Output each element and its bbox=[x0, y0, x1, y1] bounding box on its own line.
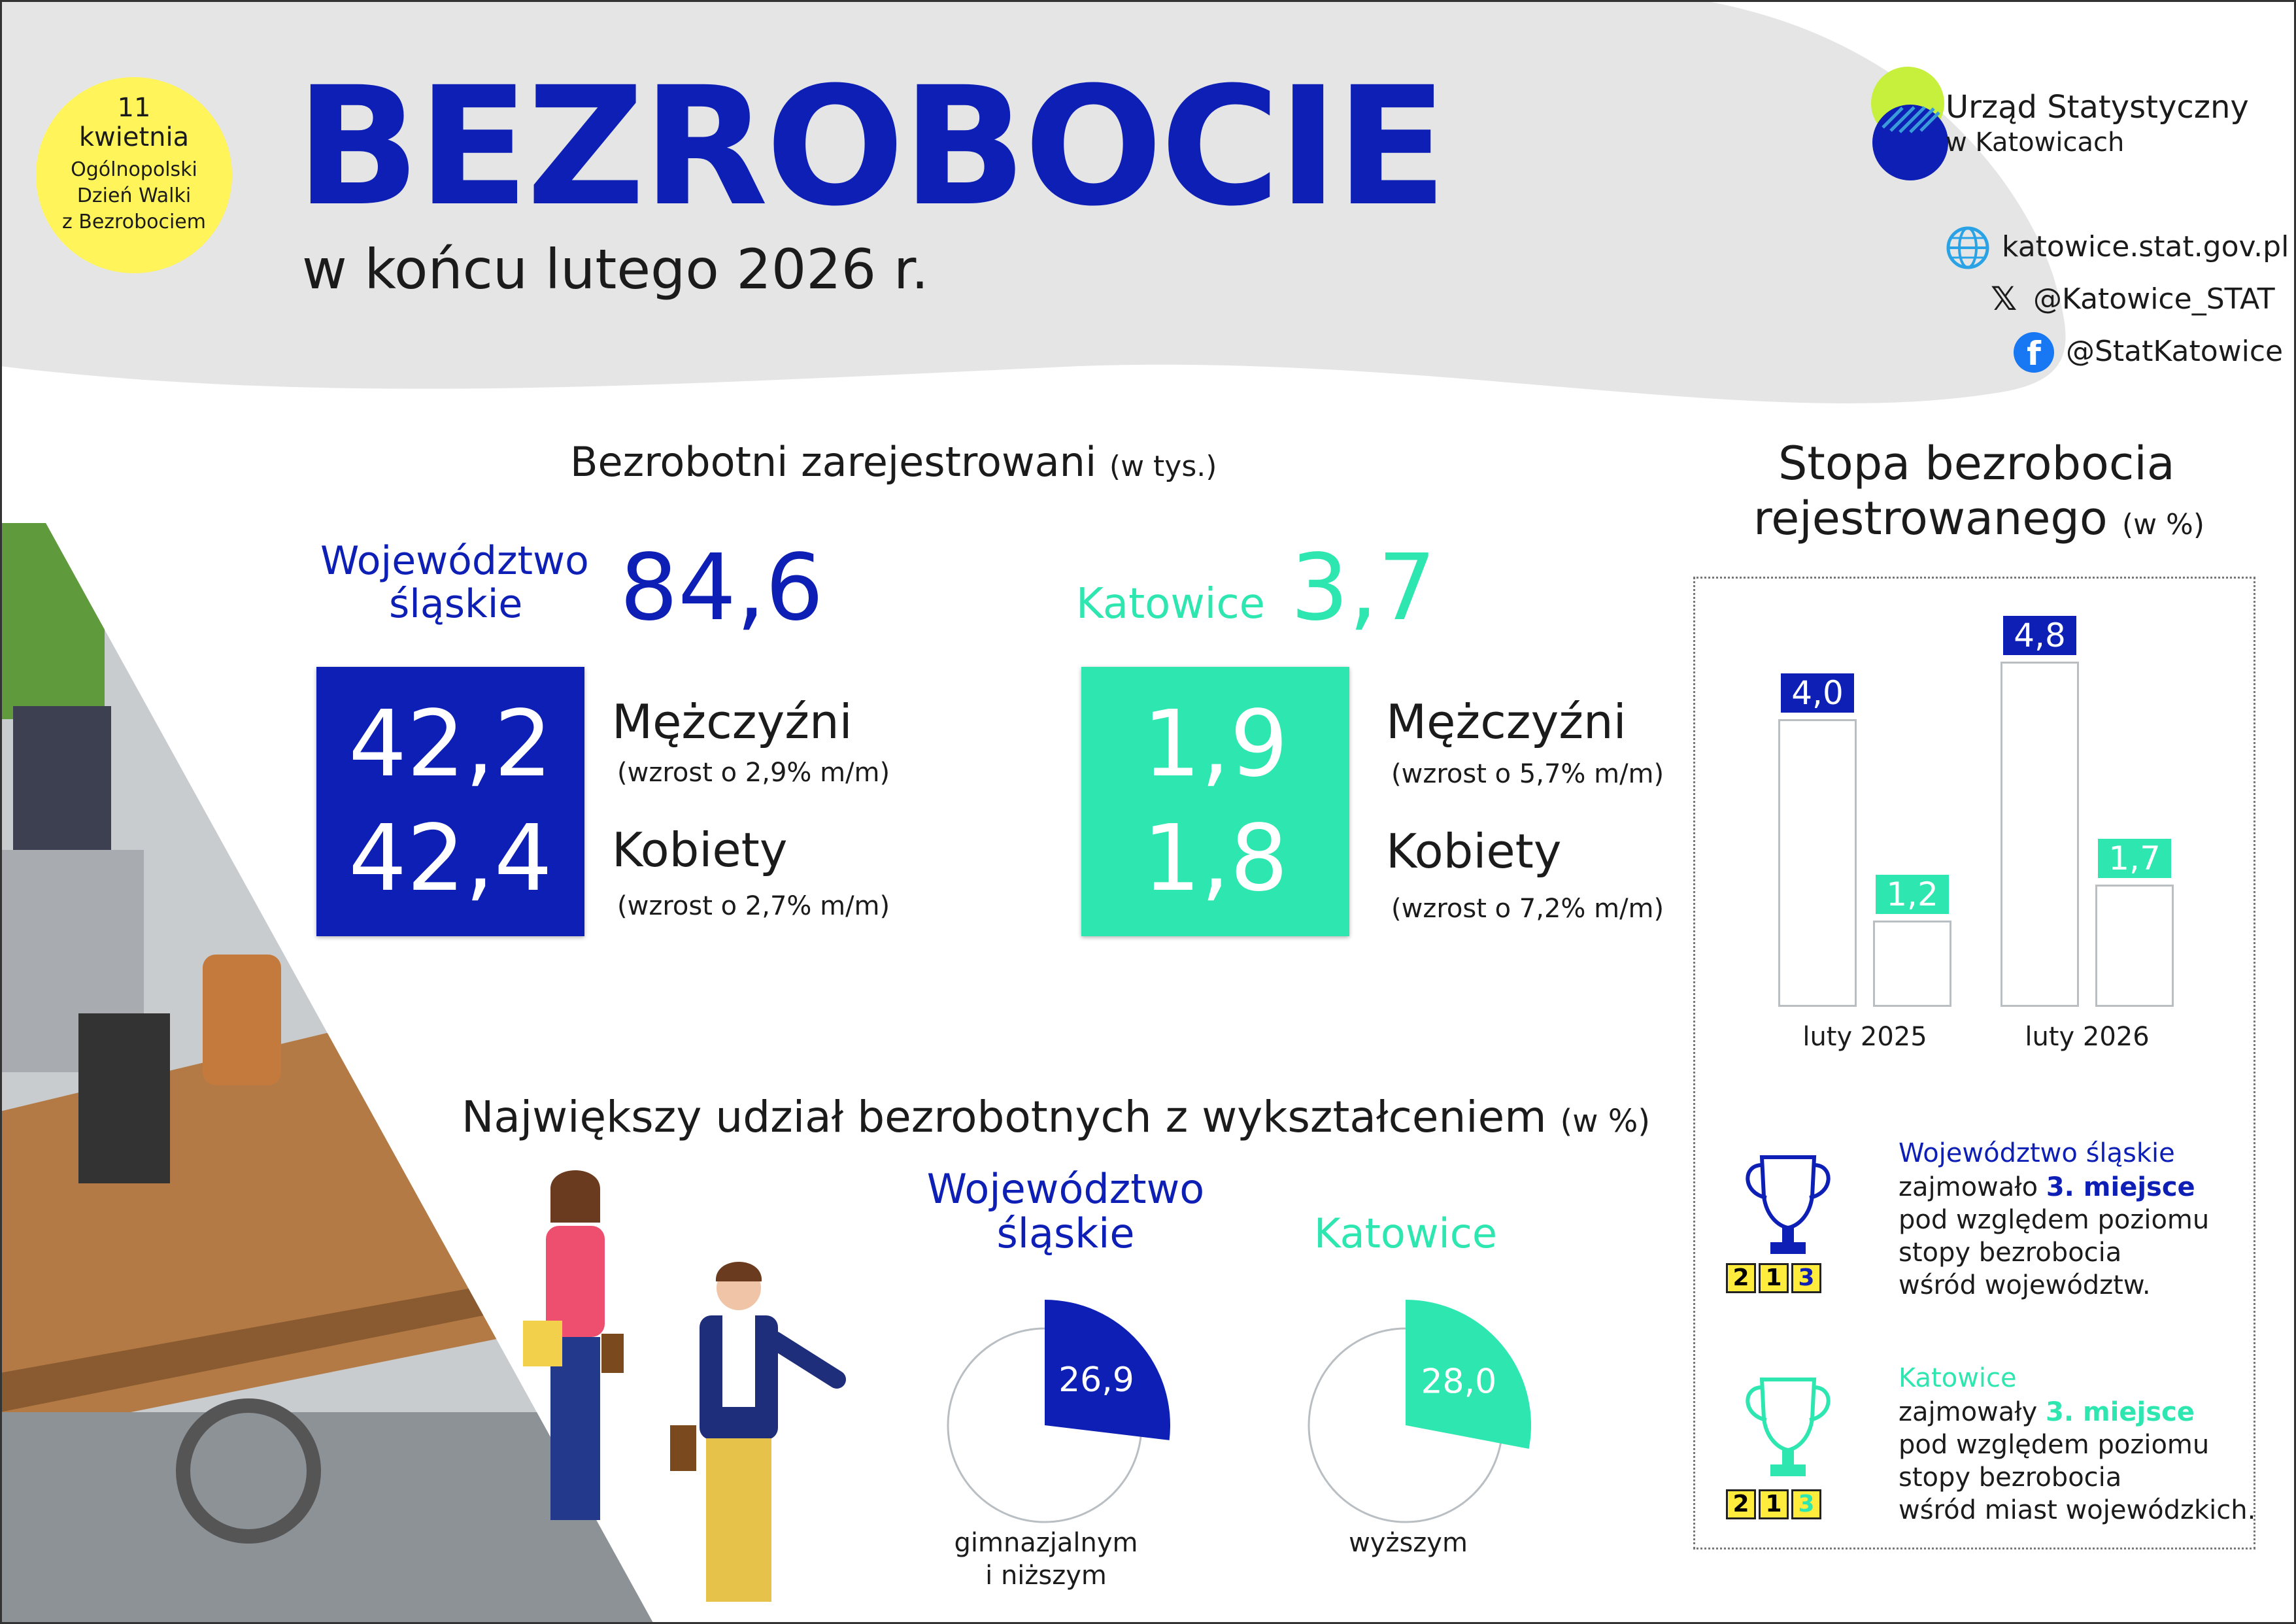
logo-name-line2: w Katowicach bbox=[1946, 127, 2125, 158]
pie-slice bbox=[1045, 1300, 1170, 1440]
city-men-label: Mężczyźni bbox=[1386, 694, 1627, 749]
rate-bar bbox=[1778, 719, 1857, 1007]
region-name-line1: Województwo bbox=[320, 538, 589, 584]
date-badge bbox=[36, 77, 232, 273]
region-men-note: (wzrost o 2,9% m/m) bbox=[617, 758, 890, 788]
facebook-link[interactable]: @StatKatowice bbox=[2066, 335, 2284, 368]
education-unit: (w %) bbox=[1560, 1103, 1651, 1140]
rate-category-label: luty 2026 bbox=[2025, 1022, 2150, 1052]
city-name: Katowice bbox=[1076, 580, 1265, 628]
badge-text-1: Ogólnopolski bbox=[71, 158, 197, 181]
rank-region-line2: pod względem poziomu bbox=[1899, 1205, 2210, 1235]
education-pie: 28,0 bbox=[1308, 1300, 1531, 1523]
rate-panel bbox=[1693, 577, 2255, 1549]
city-men-note: (wzrost o 5,7% m/m) bbox=[1391, 759, 1664, 789]
rate-heading-line1: Stopa bezrobocia bbox=[1778, 437, 2175, 490]
website-link[interactable]: katowice.stat.gov.pl bbox=[2002, 230, 2289, 263]
registered-heading-text: Bezrobotni zarejestrowani bbox=[570, 438, 1097, 486]
pie-city-name: Katowice bbox=[1314, 1210, 1497, 1257]
logo-name-line1: Urząd Statystyczny bbox=[1946, 89, 2249, 126]
podium-place-2: 2 bbox=[1726, 1263, 1756, 1293]
pie-region-caption-line1: gimnazjalnym bbox=[954, 1528, 1138, 1558]
rank-region-place: 3. miejsce bbox=[2046, 1172, 2195, 1202]
region-women-value: 42,4 bbox=[348, 805, 552, 912]
podium-place-3: 3 bbox=[1791, 1489, 1821, 1519]
registered-heading: Bezrobotni zarejestrowani (w tys.) bbox=[570, 442, 1217, 482]
region-women-note: (wzrost o 2,7% m/m) bbox=[617, 891, 890, 921]
podium-place-3: 3 bbox=[1791, 1263, 1821, 1293]
rank-region-line1-pre: zajmowało bbox=[1899, 1172, 2046, 1202]
rank-region-line1: zajmowało 3. miejsce bbox=[1899, 1174, 2195, 1200]
rank-city-place: 3. miejsce bbox=[2046, 1397, 2195, 1427]
globe-icon bbox=[1946, 226, 1989, 269]
rate-bar-label: 1,2 bbox=[1876, 875, 1949, 914]
badge-text-2: Dzień Walki bbox=[76, 184, 192, 207]
pie-region-name-line1: Województwo bbox=[926, 1165, 1205, 1213]
rate-heading-text: rejestrowanego bbox=[1753, 492, 2108, 545]
pie-slice bbox=[1406, 1300, 1531, 1449]
rank-city-line3: stopy bezrobocia bbox=[1899, 1463, 2122, 1493]
city-women-value: 1,8 bbox=[1142, 805, 1289, 912]
registered-unit: (w tys.) bbox=[1109, 450, 1217, 483]
badge-text-3: z Bezrobociem bbox=[61, 211, 206, 233]
rank-city-line1-pre: zajmowały bbox=[1899, 1397, 2046, 1427]
city-men-value: 1,9 bbox=[1142, 691, 1289, 798]
education-heading-text: Największy udział bezrobotnych z wykszta… bbox=[462, 1092, 1547, 1142]
region-gender-box: 42,2 42,4 bbox=[316, 667, 584, 936]
rank-region-line3: stopy bezrobocia bbox=[1899, 1238, 2122, 1268]
badge-day: 11 bbox=[117, 93, 151, 123]
rate-bar-label: 4,0 bbox=[1781, 673, 1854, 713]
header-background bbox=[0, 0, 2066, 403]
rank-city-name: Katowice bbox=[1899, 1363, 2017, 1393]
rate-bar-label: 1,7 bbox=[2098, 839, 2171, 878]
rate-heading-line2: rejestrowanego (w %) bbox=[1753, 496, 2204, 541]
facebook-icon: f bbox=[2014, 332, 2054, 373]
city-total: 3,7 bbox=[1291, 535, 1436, 641]
pie-city-caption: wyższym bbox=[1349, 1528, 1468, 1558]
podium-place-1: 1 bbox=[1759, 1263, 1789, 1293]
city-women-note: (wzrost o 7,2% m/m) bbox=[1391, 894, 1664, 924]
podium-place-1: 1 bbox=[1759, 1489, 1789, 1519]
gus-logo-icon bbox=[1871, 67, 1948, 180]
education-pie: 26,9 bbox=[947, 1300, 1170, 1523]
podium-place-2: 2 bbox=[1726, 1489, 1756, 1519]
badge-month: kwietnia bbox=[78, 122, 190, 152]
trophy-mint-icon bbox=[1746, 1378, 1831, 1476]
region-name-line2: śląskie bbox=[389, 581, 523, 627]
page-subtitle: w końcu lutego 2026 r. bbox=[302, 237, 929, 301]
rate-bar-label: 4,8 bbox=[2003, 616, 2076, 655]
rank-city-line2: pod względem poziomu bbox=[1899, 1430, 2210, 1460]
office-photo bbox=[0, 523, 654, 1624]
rate-category-label: luty 2025 bbox=[1802, 1022, 1927, 1052]
region-men-value: 42,2 bbox=[348, 691, 552, 798]
pie-slice-label: 26,9 bbox=[1058, 1361, 1134, 1400]
pie-region-name-line2: śląskie bbox=[996, 1210, 1135, 1257]
rank-city-line4: wśród miast wojewódzkich. bbox=[1899, 1495, 2256, 1525]
rate-bar bbox=[1873, 921, 1951, 1007]
rate-bar bbox=[2001, 662, 2079, 1007]
page-title: BEZROBOCIE bbox=[295, 52, 1447, 242]
trophy-blue-icon bbox=[1746, 1155, 1831, 1254]
rate-unit: (w %) bbox=[2121, 508, 2205, 541]
rank-city-line1: zajmowały 3. miejsce bbox=[1899, 1399, 2195, 1425]
pie-slice-label: 28,0 bbox=[1421, 1362, 1496, 1402]
rank-region-name: Województwo śląskie bbox=[1899, 1138, 2175, 1168]
region-men-label: Mężczyźni bbox=[612, 694, 853, 749]
x-icon: 𝕏 bbox=[1991, 280, 2017, 318]
pie-region-caption-line2: i niższym bbox=[985, 1561, 1107, 1591]
region-total: 84,6 bbox=[620, 535, 824, 641]
people-illustration bbox=[523, 1170, 846, 1602]
education-heading: Największy udział bezrobotnych z wykszta… bbox=[462, 1096, 1650, 1139]
region-women-label: Kobiety bbox=[612, 822, 788, 877]
x-link[interactable]: @Katowice_STAT bbox=[2033, 282, 2275, 316]
rate-bar bbox=[2095, 885, 2174, 1007]
city-gender-box: 1,9 1,8 bbox=[1081, 667, 1349, 936]
city-women-label: Kobiety bbox=[1386, 824, 1562, 879]
rank-region-line4: wśród województw. bbox=[1899, 1270, 2151, 1300]
